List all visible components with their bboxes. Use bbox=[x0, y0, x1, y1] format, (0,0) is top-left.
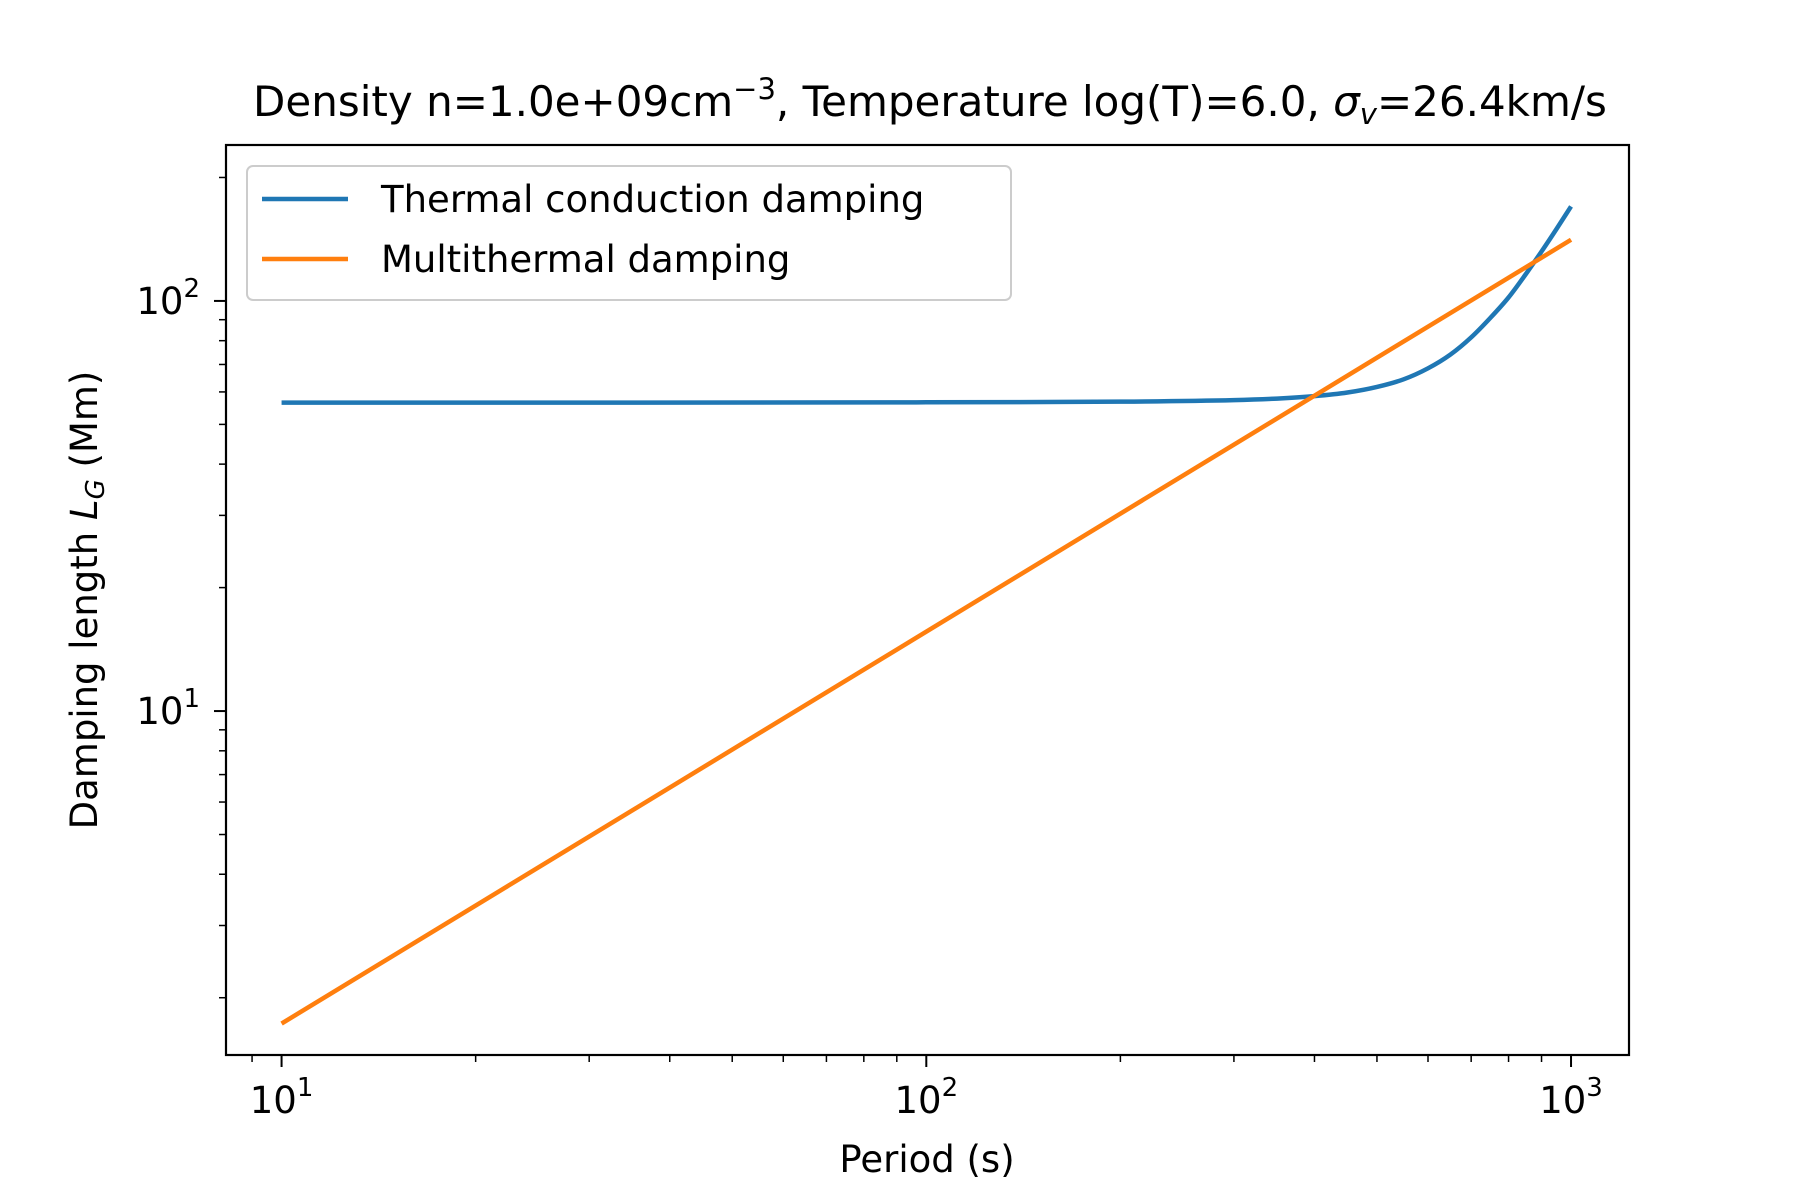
x-tick-label-0: 101 bbox=[250, 1073, 314, 1122]
y-tick-label-1: 102 bbox=[136, 274, 200, 323]
y-axis-ticks: 101 102 bbox=[136, 176, 226, 999]
legend-label-multithermal: Multithermal damping bbox=[381, 238, 790, 281]
x-tick-label-1: 102 bbox=[894, 1073, 958, 1122]
legend-box bbox=[246, 165, 1012, 301]
legend-label-thermal: Thermal conduction damping bbox=[380, 178, 924, 221]
series-layer bbox=[280, 205, 1573, 1026]
plot-frame bbox=[224, 143, 1631, 1057]
x-tick-label-2: 103 bbox=[1539, 1073, 1603, 1122]
series-line-0 bbox=[281, 205, 1573, 405]
x-axis-label: Period (s) bbox=[839, 1138, 1014, 1181]
y-tick-label-0: 101 bbox=[136, 684, 200, 733]
y-axis-label: Damping length LG (Mm) bbox=[63, 371, 111, 830]
legend: Thermal conduction damping Multithermal … bbox=[246, 165, 1012, 301]
x-axis-ticks: 101 102 103 bbox=[250, 1055, 1603, 1122]
chart-title: Density n=1.0e+09cm−3, Temperature log(T… bbox=[253, 72, 1607, 131]
series-line-1 bbox=[280, 237, 1573, 1026]
